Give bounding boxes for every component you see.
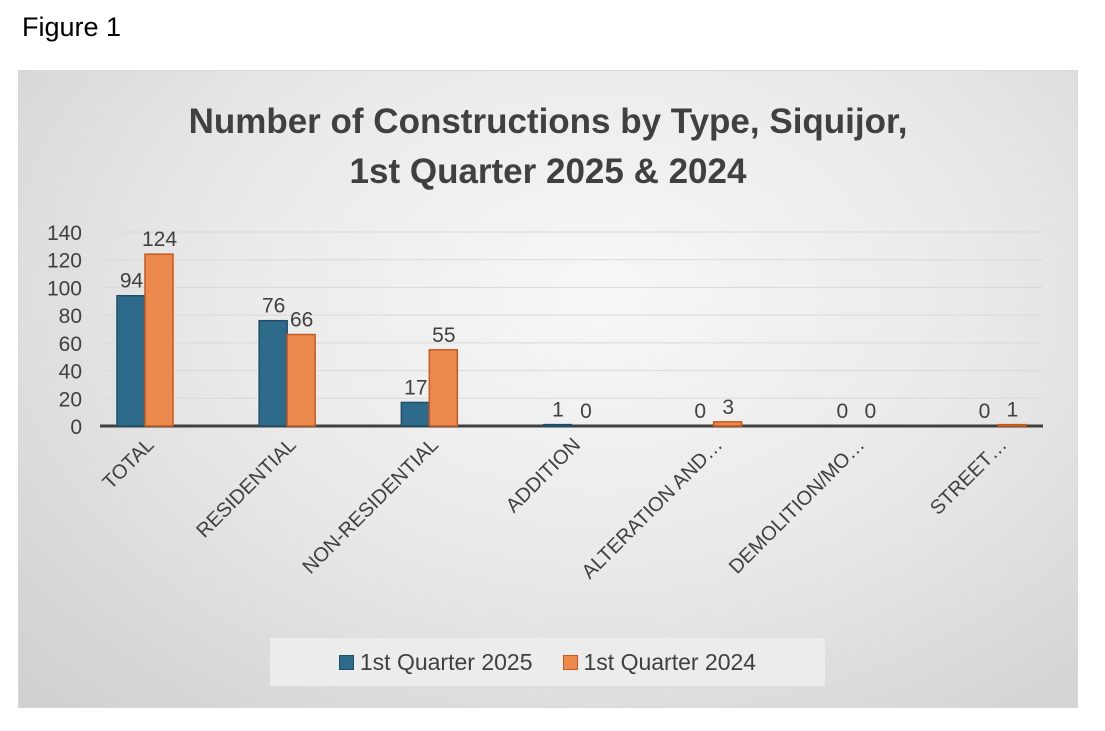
data-label: 1	[552, 399, 564, 422]
legend-item-2025: 1st Quarter 2025	[338, 648, 533, 676]
data-label: 55	[432, 324, 455, 347]
gridlines	[100, 231, 1043, 428]
data-label: 94	[120, 270, 144, 293]
bar-2024	[428, 349, 459, 427]
x-tick-label: ALTERATION AND…	[578, 434, 727, 583]
legend-swatch-2024	[562, 654, 578, 670]
data-label: 0	[979, 400, 991, 423]
x-tick-label: STREET…	[926, 434, 1011, 519]
data-label: 3	[722, 396, 734, 419]
y-tick-label: 20	[59, 388, 82, 411]
bar-2024	[997, 423, 1027, 427]
data-label: 1	[1007, 399, 1019, 422]
data-label: 124	[142, 228, 177, 251]
chart-subtitle: 1st Quarter 2025 & 2024	[350, 152, 747, 191]
bar-2025	[542, 423, 573, 427]
x-tick-label: TOTAL	[99, 434, 159, 494]
y-tick-label: 40	[59, 361, 82, 384]
data-label: 0	[836, 400, 848, 423]
y-tick-label: 120	[47, 250, 82, 273]
legend-label-2024: 1st Quarter 2024	[583, 648, 757, 675]
chart-area	[19, 71, 1077, 707]
y-tick-label: 100	[47, 277, 82, 300]
x-tick-label: DEMOLITION/MO…	[725, 434, 869, 578]
legend: 1st Quarter 2025 1st Quarter 2024	[270, 638, 825, 686]
bar-2025	[258, 319, 288, 427]
x-tick-label: ADDITION	[502, 434, 585, 517]
bar-2024	[286, 333, 316, 427]
data-label: 76	[262, 295, 285, 318]
figure-label: Figure 1	[22, 12, 122, 42]
y-tick-label: 60	[59, 333, 82, 356]
legend-swatch-2025	[338, 654, 354, 670]
y-tick-label: 0	[70, 416, 82, 439]
x-tick-label: RESIDENTIAL	[192, 434, 300, 542]
bar-2024	[712, 421, 743, 427]
data-label: 0	[864, 400, 876, 423]
y-axis-ticks: 0 20 40 60 80 100 120 140	[47, 222, 82, 439]
data-label: 0	[694, 400, 706, 423]
bar-2025	[400, 401, 431, 427]
legend-label-2025: 1st Quarter 2025	[359, 648, 533, 675]
data-label: 66	[290, 309, 313, 332]
data-label: 0	[580, 400, 592, 423]
x-tick-label: NON-RESIDENTIAL	[298, 434, 442, 578]
y-tick-label: 80	[59, 305, 82, 328]
legend-item-2024: 1st Quarter 2024	[562, 648, 757, 676]
data-label: 17	[404, 376, 427, 399]
bars	[116, 253, 1027, 427]
chart-title: Number of Constructions by Type, Siquijo…	[189, 102, 908, 141]
bar-2025	[116, 294, 146, 427]
bar-2024	[144, 253, 174, 427]
y-tick-label: 140	[47, 222, 82, 245]
